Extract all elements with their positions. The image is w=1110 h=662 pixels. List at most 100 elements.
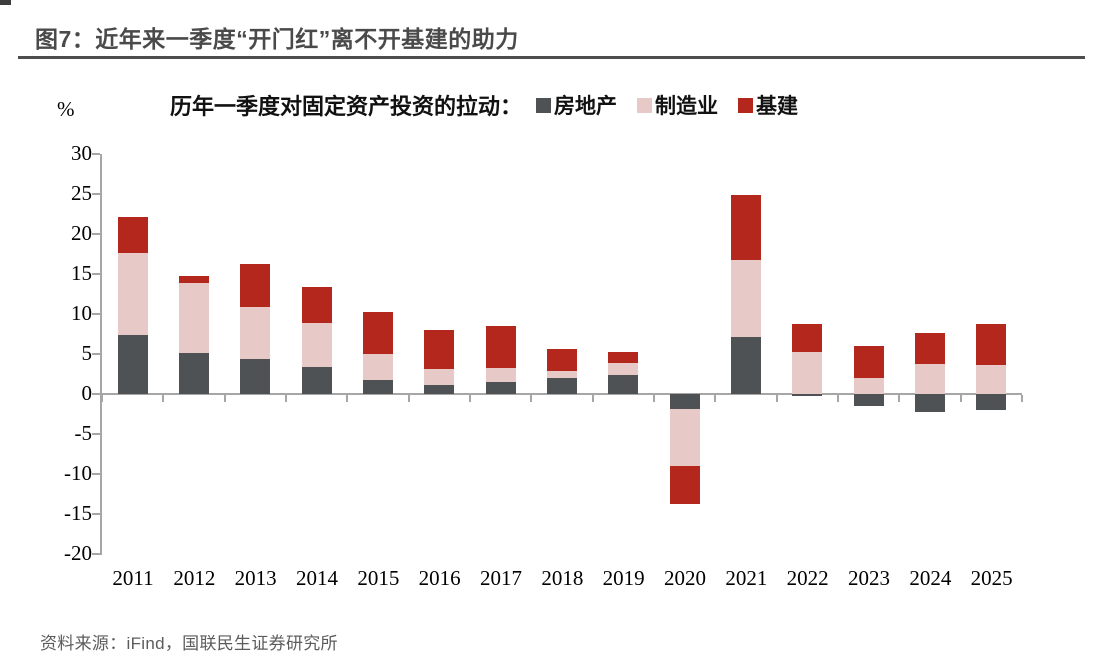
bar-segment-基建-2014 <box>301 286 332 323</box>
bar-segment-制造业-2020 <box>669 409 700 466</box>
x-axis-tick <box>101 395 103 402</box>
x-axis-year-label: 2012 <box>173 566 216 590</box>
x-axis-year-label: 2023 <box>848 566 890 590</box>
chart-legend: 历年一季度对固定资产投资的拉动： 房地产 制造业 基建 <box>170 90 818 120</box>
bar-segment-制造业-2025 <box>976 365 1007 394</box>
chart-subtitle: 历年一季度对固定资产投资的拉动： <box>170 94 523 119</box>
bar-segment-基建-2013 <box>240 264 271 307</box>
y-axis-tick-label: -15 <box>64 501 92 525</box>
bar-segment-房地产-2012 <box>179 353 209 394</box>
bar-segment-基建-2016 <box>424 330 455 370</box>
x-axis-tick <box>591 395 594 402</box>
bar-segment-制造业-2011 <box>117 253 148 335</box>
y-axis-tick <box>92 553 100 555</box>
x-axis-tick <box>530 395 533 402</box>
x-axis-year-label: 2015 <box>357 566 400 590</box>
bar-segment-基建-2018 <box>547 349 577 371</box>
y-axis-tick <box>92 313 100 315</box>
x-axis-tick <box>469 395 471 402</box>
y-axis-tick-label: -10 <box>64 461 92 485</box>
x-axis-tick <box>285 395 287 402</box>
x-axis-zero-line <box>100 393 1022 395</box>
x-axis-year-label: 2016 <box>418 566 461 590</box>
x-axis-year-label: 2025 <box>970 566 1013 590</box>
bar-segment-房地产-2018 <box>547 378 577 394</box>
bar-segment-制造业-2012 <box>179 282 209 354</box>
y-axis-tick-label: 30 <box>71 141 92 165</box>
x-axis-tick <box>898 395 901 402</box>
legend-label: 制造业 <box>655 94 719 118</box>
bar-segment-制造业-2023 <box>853 378 884 394</box>
infrastructure-swatch-icon <box>738 97 754 113</box>
legend-label: 基建 <box>756 94 799 118</box>
y-axis-tick <box>92 473 100 475</box>
x-axis-tick <box>775 395 778 402</box>
bar-segment-制造业-2015 <box>363 354 393 381</box>
y-axis-tick <box>92 233 100 235</box>
x-axis-tick <box>959 395 962 402</box>
bar-segment-基建-2015 <box>363 311 393 354</box>
bar-segment-房地产-2023 <box>853 394 884 406</box>
bar-segment-基建-2025 <box>976 323 1007 366</box>
bar-segment-房地产-2017 <box>485 382 516 394</box>
x-axis-year-label: 2022 <box>786 566 829 590</box>
bar-segment-房地产-2011 <box>117 334 148 394</box>
y-axis-tick <box>92 433 100 435</box>
y-axis-tick-label: 5 <box>81 341 93 365</box>
bar-segment-基建-2021 <box>731 194 761 261</box>
bar-segment-房地产-2016 <box>424 385 455 394</box>
bar-segment-房地产-2013 <box>240 358 271 394</box>
bar-segment-房地产-2019 <box>608 374 639 394</box>
y-axis-tick-label: 20 <box>71 221 92 245</box>
bar-segment-基建-2023 <box>853 346 884 378</box>
legend-item-manufacturing: 制造业 <box>637 90 718 120</box>
y-axis-tick <box>92 153 100 155</box>
bar-segment-制造业-2024 <box>915 363 945 394</box>
plot-area: 30 25 20 15 10 5 0 -5 -10 -15 -20 2011 2012 2013 2014 2… <box>64 143 1023 590</box>
bar-segment-基建-2011 <box>117 217 148 254</box>
bar-segment-制造业-2016 <box>424 369 455 386</box>
x-axis-year-label: 2017 <box>480 566 522 590</box>
bar-segment-基建-2019 <box>608 352 639 363</box>
bar-segment-房地产-2024 <box>915 394 945 413</box>
bar-segment-房地产-2025 <box>976 394 1007 410</box>
x-axis-tick <box>346 395 349 402</box>
x-axis-year-label: 2018 <box>541 566 584 590</box>
x-axis-year-label: 2020 <box>664 566 706 590</box>
bar-segment-制造业-2019 <box>608 362 639 375</box>
x-axis-tick <box>653 395 655 402</box>
bar-segment-房地产-2022 <box>792 394 823 397</box>
y-axis-tick-label: 0 <box>81 381 93 405</box>
y-axis-tick <box>92 393 100 395</box>
y-axis-tick-label: 25 <box>71 181 92 205</box>
corner-artifact <box>0 0 11 5</box>
x-axis-year-label: 2013 <box>234 566 277 590</box>
x-axis-tick <box>223 395 226 402</box>
y-axis-tick-label: 10 <box>71 301 92 325</box>
x-axis-year-label: 2011 <box>112 566 154 590</box>
bar-segment-制造业-2013 <box>240 306 271 359</box>
y-axis <box>100 154 102 555</box>
bar-segment-制造业-2018 <box>547 370 577 378</box>
x-axis-year-label: 2019 <box>602 566 645 590</box>
bar-segment-基建-2012 <box>179 276 209 283</box>
x-axis-tick <box>162 395 165 402</box>
y-axis-tick-label: 15 <box>71 261 92 285</box>
bar-segment-制造业-2021 <box>731 260 761 338</box>
y-axis-unit-label: % <box>57 97 75 121</box>
x-axis-tick <box>1021 395 1023 402</box>
y-axis-tick <box>92 273 100 275</box>
y-axis-tick-label: -20 <box>64 541 92 565</box>
bar-segment-制造业-2017 <box>485 367 516 382</box>
estate-swatch-icon <box>536 97 552 113</box>
bar-segment-制造业-2022 <box>792 352 823 394</box>
title-underline <box>18 56 1085 59</box>
y-axis-tick <box>92 513 100 515</box>
bar-segment-房地产-2015 <box>363 380 393 394</box>
x-axis-tick <box>714 395 717 402</box>
x-axis-year-label: 2021 <box>725 566 768 590</box>
x-axis-year-label: 2014 <box>296 566 338 590</box>
y-axis-tick <box>92 353 100 355</box>
legend-label: 房地产 <box>554 94 618 118</box>
legend-item-estate: 房地产 <box>536 90 617 120</box>
